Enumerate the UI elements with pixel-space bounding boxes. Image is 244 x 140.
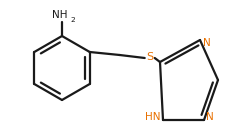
Text: NH: NH <box>52 10 68 20</box>
Text: 2: 2 <box>70 17 75 23</box>
Text: S: S <box>146 52 153 62</box>
Text: N: N <box>206 112 214 122</box>
Text: HN: HN <box>145 112 161 122</box>
Text: N: N <box>203 38 211 48</box>
